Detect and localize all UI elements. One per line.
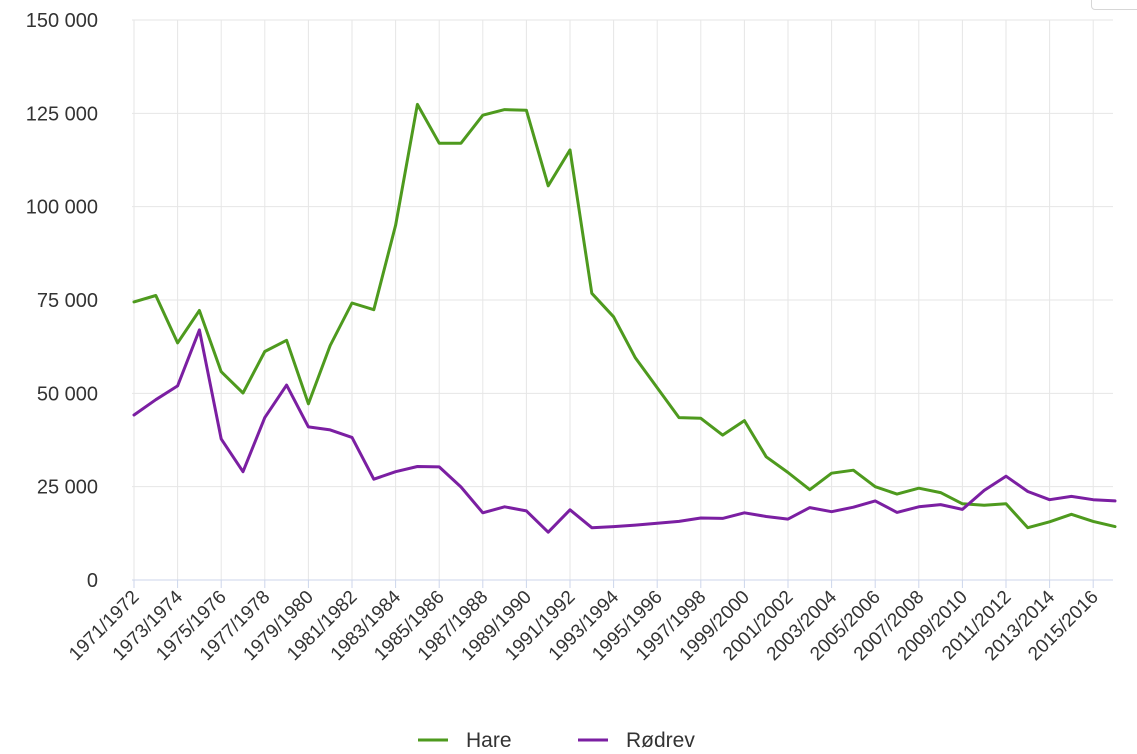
legend: Hare Rødrev bbox=[418, 729, 695, 752]
y-axis: 0 25 000 50 000 75 000 100 000 125 000 150 000 bbox=[26, 10, 98, 592]
legend-item-label[interactable]: Rødrev bbox=[626, 729, 695, 752]
y-tick-label: 75 000 bbox=[37, 290, 98, 312]
y-tick-label: 125 000 bbox=[26, 103, 98, 125]
legend-item-label[interactable]: Hare bbox=[466, 729, 512, 752]
chart-grid bbox=[132, 19, 1113, 581]
y-tick-label: 25 000 bbox=[37, 477, 98, 499]
series-lines bbox=[132, 102, 1117, 534]
y-tick-label: 50 000 bbox=[37, 383, 98, 405]
series-line-rødrev[interactable] bbox=[132, 328, 1117, 534]
y-tick-label: 0 bbox=[87, 570, 98, 592]
series-line-hare[interactable] bbox=[132, 102, 1117, 530]
x-axis: 1971/19721973/19741975/19761977/19781979… bbox=[65, 579, 1113, 665]
chart-menu-box[interactable] bbox=[1091, 0, 1137, 10]
y-tick-label: 150 000 bbox=[26, 10, 98, 32]
y-tick-label: 100 000 bbox=[26, 197, 98, 219]
